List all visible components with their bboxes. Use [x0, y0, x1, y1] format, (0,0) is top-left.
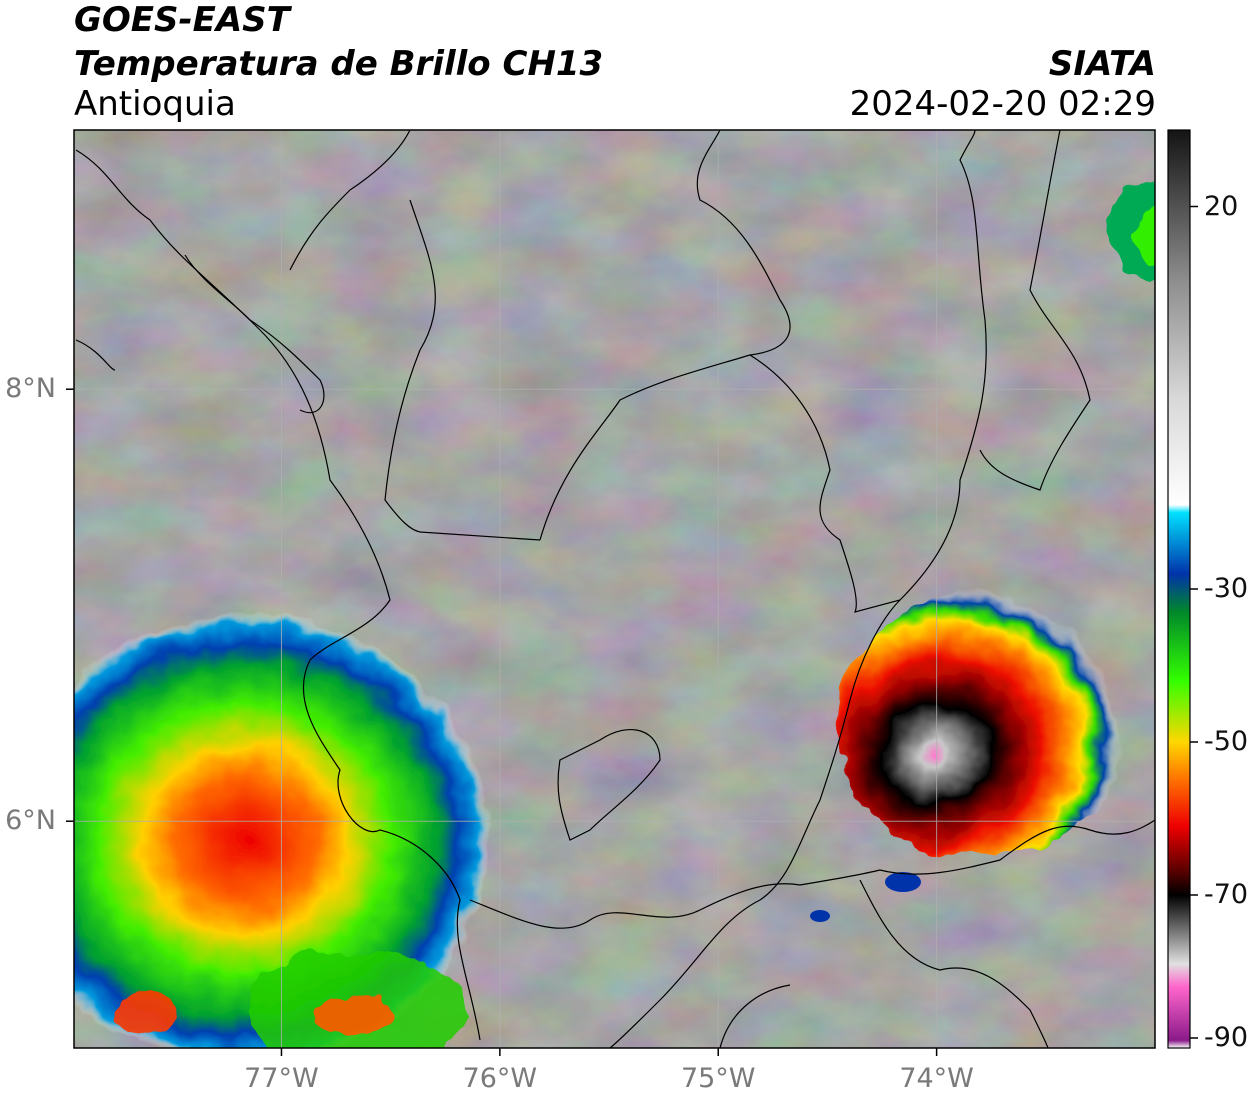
lon-tick-label: 77°W — [244, 1063, 319, 1094]
storm-cell-northeast — [1110, 182, 1155, 278]
colorbar-tick-label: -90 — [1204, 1022, 1249, 1053]
admin-borders — [75, 130, 1155, 1048]
lat-tick-label: 6°N — [5, 805, 56, 837]
gridlines — [74, 130, 1155, 1048]
lon-tick-label: 76°W — [462, 1063, 538, 1094]
tick-marks — [66, 388, 938, 1056]
colorbar-ticks — [1190, 205, 1198, 1039]
colorbar-tick-label: -70 — [1204, 879, 1249, 910]
organization-label: SIATA — [1048, 44, 1156, 84]
map-frame — [73, 129, 1156, 1049]
timestamp-label: 2024-02-20 02:29 — [849, 84, 1156, 124]
lat-tick-label: 8°N — [5, 373, 56, 405]
colorbar-tick-label: 20 — [1204, 190, 1239, 222]
product-title: GOES-EAST — [74, 0, 290, 40]
colorbar — [1168, 130, 1190, 1048]
product-subtitle: Temperatura de Brillo CH13 — [74, 44, 604, 84]
storm-cell-small — [810, 910, 830, 922]
map-area — [74, 130, 1155, 1048]
region-label: Antioquia — [74, 84, 236, 124]
colorbar-tick-label: -50 — [1204, 726, 1249, 757]
colorbar-tick-label: -30 — [1204, 573, 1249, 604]
lon-tick-label: 75°W — [680, 1063, 756, 1094]
lon-tick-label: 74°W — [899, 1063, 974, 1094]
storm-cell-east — [837, 582, 1143, 858]
storm-cell-small — [885, 872, 921, 892]
